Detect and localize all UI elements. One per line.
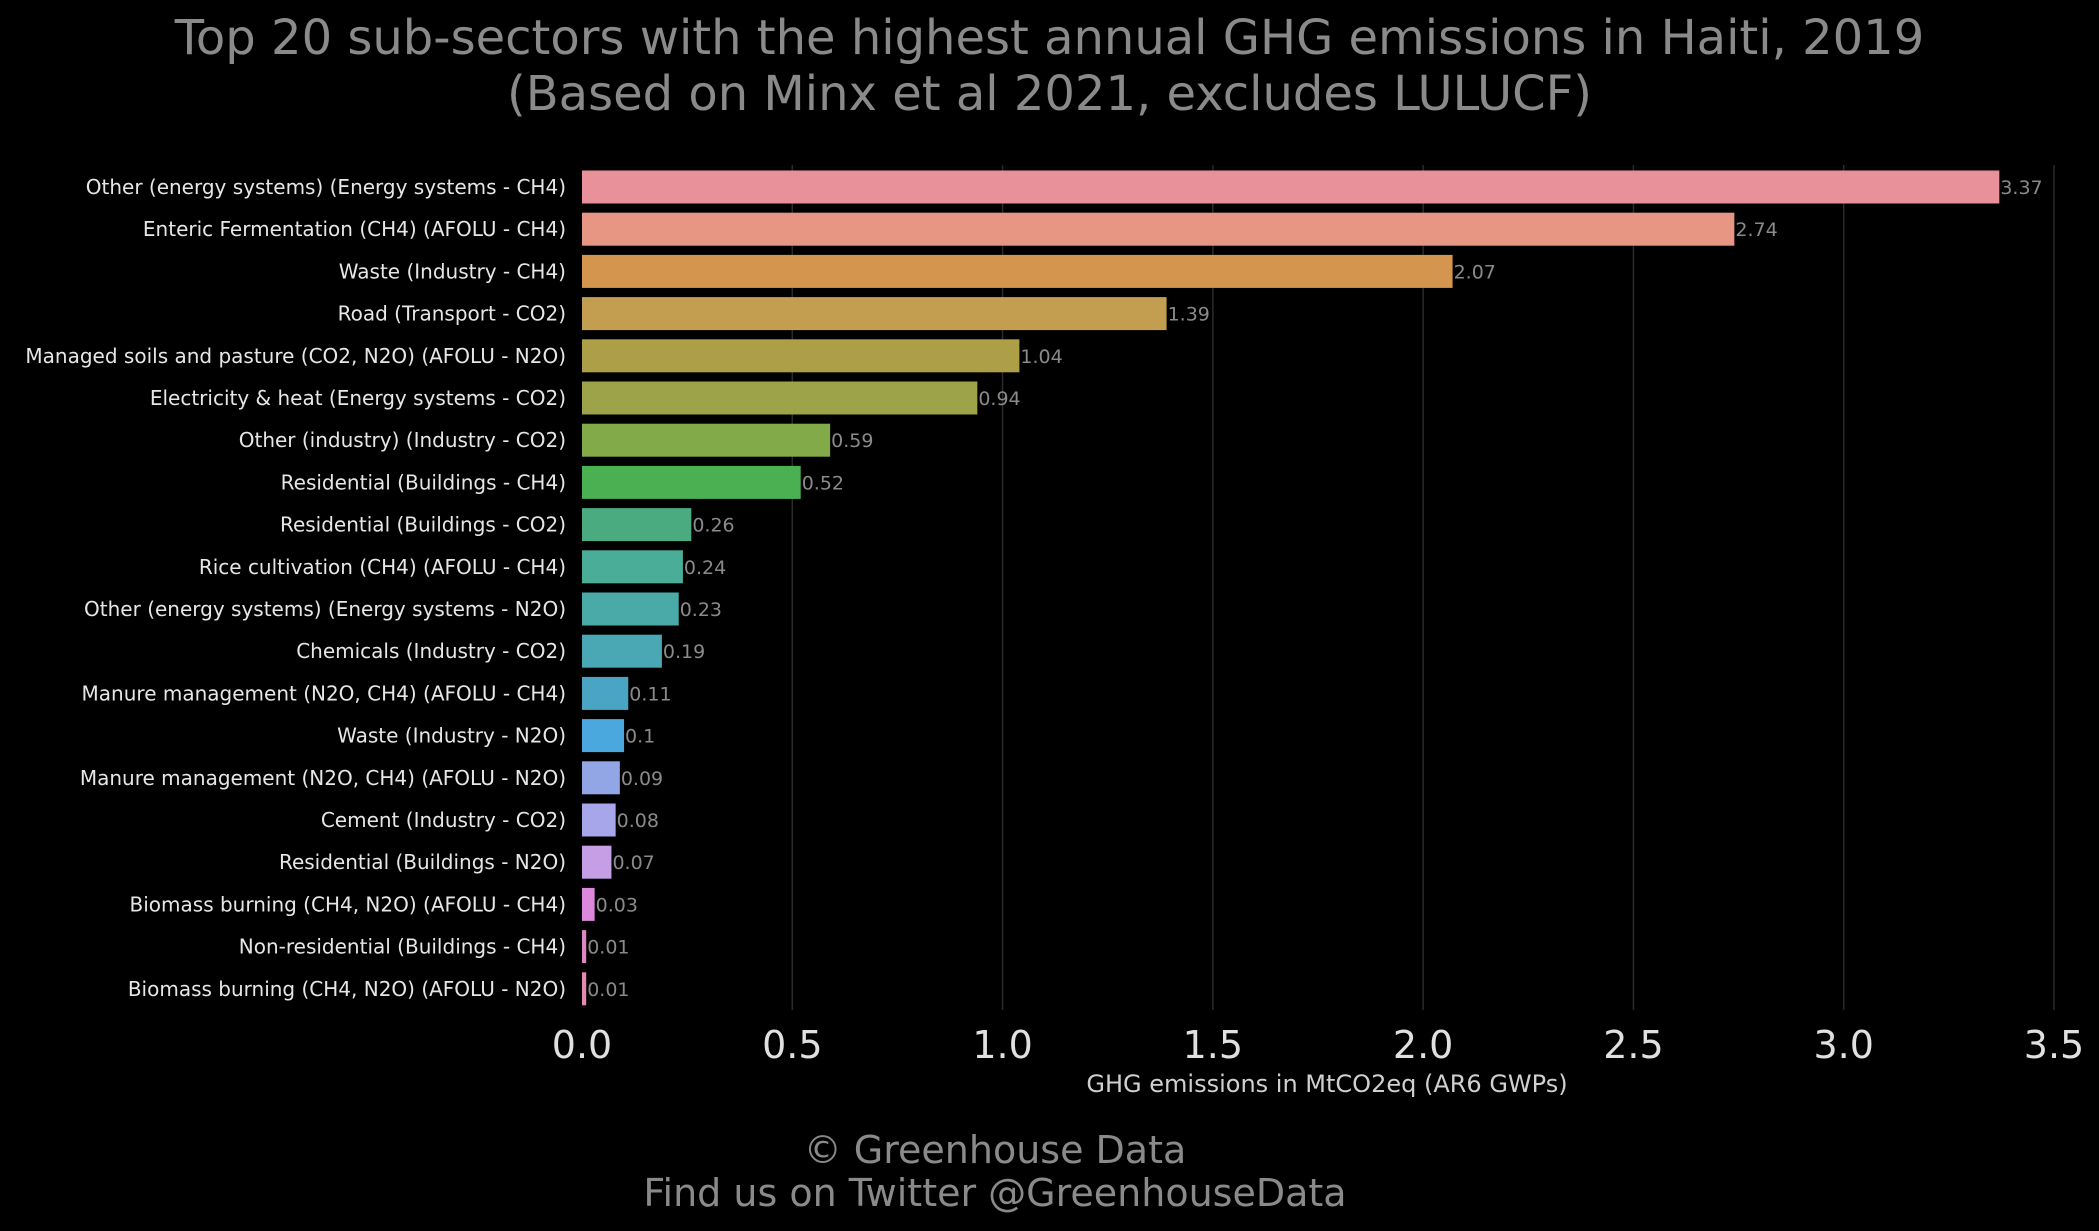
bar — [582, 381, 978, 415]
chart-subtitle: (Based on Minx et al 2021, excludes LULU… — [507, 66, 1592, 122]
category-label: Biomass burning (CH4, N2O) (AFOLU - CH4) — [130, 892, 566, 916]
x-tick-label: 1.5 — [1183, 1023, 1243, 1067]
bar — [582, 254, 1453, 288]
bar — [582, 930, 587, 964]
bar — [582, 170, 2000, 204]
copyright-text: © Greenhouse Data — [803, 1128, 1187, 1172]
bar — [582, 972, 587, 1006]
category-label: Cement (Industry - CO2) — [321, 808, 566, 832]
bar — [582, 592, 679, 626]
bar — [582, 676, 629, 710]
bars — [582, 170, 2000, 1006]
x-tick-label: 1.0 — [972, 1023, 1032, 1067]
bar-value-label: 0.26 — [692, 515, 734, 537]
x-tick-label: 3.0 — [1813, 1023, 1873, 1067]
bar-value-label: 0.23 — [680, 599, 722, 621]
category-label: Residential (Buildings - CH4) — [281, 470, 566, 494]
bar-value-label: 0.01 — [587, 937, 629, 959]
x-tick-label: 0.5 — [762, 1023, 822, 1067]
category-label: Other (energy systems) (Energy systems -… — [84, 597, 566, 621]
category-label: Manure management (N2O, CH4) (AFOLU - CH… — [82, 681, 566, 705]
bar — [582, 634, 662, 668]
bar — [582, 508, 692, 542]
bar — [582, 803, 616, 837]
category-label: Other (industry) (Industry - CO2) — [239, 428, 566, 452]
bar-value-label: 0.94 — [978, 388, 1020, 410]
bar-value-label: 3.37 — [2000, 177, 2042, 199]
twitter-text: Find us on Twitter @GreenhouseData — [643, 1171, 1347, 1215]
category-label: Managed soils and pasture (CO2, N2O) (AF… — [25, 344, 566, 368]
category-label: Enteric Fermentation (CH4) (AFOLU - CH4) — [143, 217, 566, 241]
bar-value-label: 2.74 — [1735, 219, 1777, 241]
bar — [582, 423, 831, 457]
bar — [582, 761, 620, 795]
bar-value-label: 1.04 — [1020, 346, 1062, 368]
bar — [582, 719, 625, 753]
bar-value-label: 0.59 — [831, 430, 873, 452]
x-tick-label: 2.5 — [1603, 1023, 1663, 1067]
category-label: Waste (Industry - CH4) — [339, 259, 566, 283]
bar-value-label: 2.07 — [1454, 261, 1496, 283]
bar-value-label: 0.1 — [625, 726, 655, 748]
gridlines — [791, 165, 2055, 1010]
chart-title: Top 20 sub-sectors with the highest annu… — [174, 10, 1925, 66]
x-axis-label: GHG emissions in MtCO2eq (AR6 GWPs) — [1086, 1070, 1567, 1098]
bar-value-label: 0.01 — [587, 979, 629, 1001]
category-label: Non-residential (Buildings - CH4) — [239, 935, 566, 959]
bar-value-label: 1.39 — [1168, 304, 1210, 326]
category-label: Biomass burning (CH4, N2O) (AFOLU - N2O) — [128, 977, 566, 1001]
bar — [582, 212, 1735, 246]
category-label: Road (Transport - CO2) — [338, 302, 566, 326]
category-label: Rice cultivation (CH4) (AFOLU - CH4) — [199, 555, 566, 579]
bar — [582, 297, 1167, 331]
bar — [582, 550, 683, 584]
bar — [582, 845, 612, 879]
value-labels: 3.37 2.74 2.07 1.39 1.040.94 0.59 0.52 0.26 0.24… — [587, 177, 2042, 1001]
category-label: Residential (Buildings - N2O) — [279, 850, 566, 874]
bar-value-label: 0.09 — [621, 768, 663, 790]
bar-value-label: 0.52 — [802, 472, 844, 494]
category-label: Other (energy systems) (Energy systems -… — [86, 175, 566, 199]
bar-value-label: 0.24 — [684, 557, 726, 579]
x-tick-label: 2.0 — [1393, 1023, 1453, 1067]
bar — [582, 339, 1020, 373]
category-label: Electricity & heat (Energy systems - CO2… — [150, 386, 566, 410]
bar — [582, 465, 801, 499]
x-tick-label: 0.0 — [552, 1023, 612, 1067]
x-axis-ticks: 0.0 0.5 1.0 1.5 2.0 2.5 3.0 3.5 — [552, 1023, 2084, 1067]
x-tick-label: 3.5 — [2024, 1023, 2084, 1067]
category-label: Residential (Buildings - CO2) — [280, 513, 566, 537]
bar — [582, 887, 595, 921]
bar-value-label: 0.07 — [612, 852, 654, 874]
bar-value-label: 0.08 — [617, 810, 659, 832]
category-label: Waste (Industry - N2O) — [337, 724, 566, 748]
bar-value-label: 0.03 — [596, 894, 638, 916]
category-label: Chemicals (Industry - CO2) — [296, 639, 566, 663]
category-labels: Other (energy systems) (Energy systems -… — [25, 175, 566, 1001]
category-label: Manure management (N2O, CH4) (AFOLU - N2… — [80, 766, 566, 790]
bar-value-label: 0.19 — [663, 641, 705, 663]
bar-value-label: 0.11 — [629, 683, 671, 705]
